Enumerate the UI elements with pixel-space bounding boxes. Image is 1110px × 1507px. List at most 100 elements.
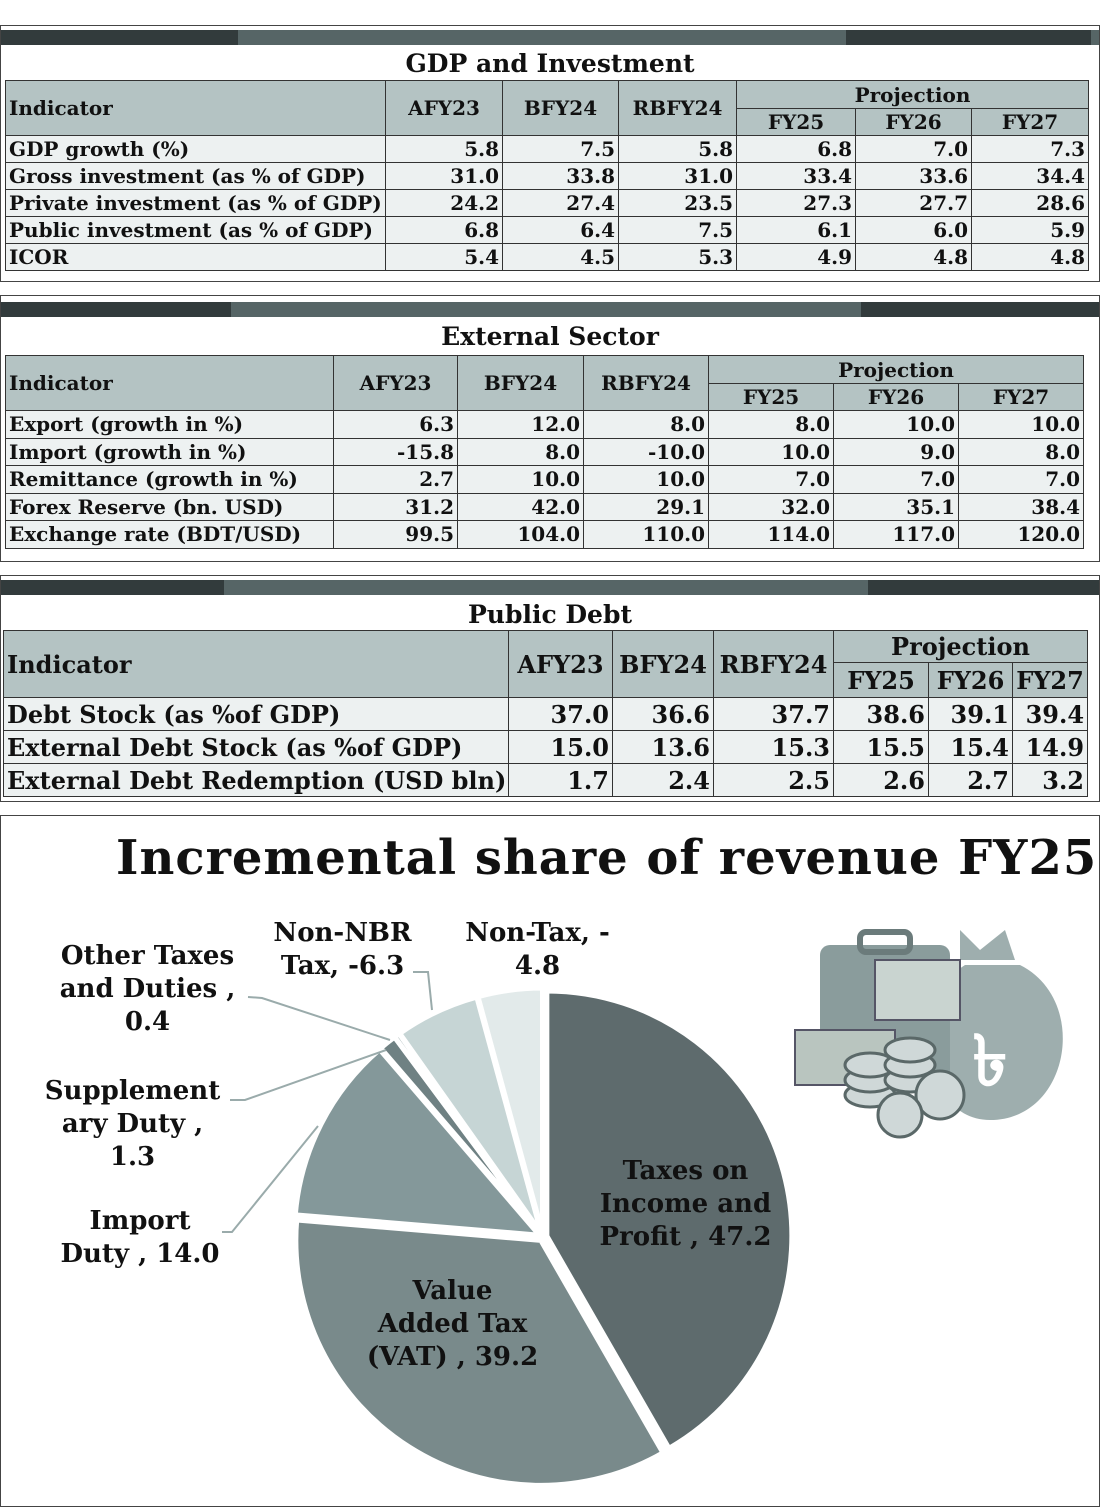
external-sector-table: Indicator AFY23 BFY24 RBFY24 Projection FY25 F… [5,355,1085,549]
cell-value: -15.8 [333,437,458,466]
slice-label-line: 4.8 [514,951,561,981]
header-fy25: FY25 [708,383,834,411]
row-label: GDP growth (%) [5,135,386,163]
slice-label: Non-NBR Tax, -6.3 [255,917,430,983]
slice-label-line: Non-NBR [273,918,412,948]
cell-value: 8.0 [583,410,709,439]
header-fy26: FY26 [928,662,1013,698]
slice-label: Import Duty , 14.0 [60,1205,220,1271]
cell-value: 15.4 [928,730,1013,764]
cell-value: 4.5 [502,243,619,271]
cell-value: 6.1 [736,216,856,244]
header-afy23: AFY23 [508,630,613,698]
cell-value: 42.0 [457,492,584,521]
header-fy25: FY25 [833,662,929,698]
cell-value: 10.0 [708,437,834,466]
header-indicator: Indicator [5,80,386,136]
slice-label-line: Profit , 47.2 [599,1222,772,1252]
cell-value: 1.7 [508,763,613,797]
slice-label: Supplement ary Duty , 1.3 [30,1075,235,1174]
header-fy27: FY27 [970,108,1090,136]
slice-label-line: Tax, -6.3 [280,951,405,981]
cell-value: 117.0 [833,520,959,549]
cell-value: 15.3 [713,730,834,764]
slice-label-line: 1.3 [109,1142,156,1172]
slice-label-line: Added Tax [377,1309,528,1339]
header-fy25: FY25 [736,108,856,136]
cell-value: -10.0 [583,437,709,466]
slice-label: Taxes on Income and Profit , 47.2 [598,1155,773,1254]
cell-value: 39.1 [928,697,1013,731]
row-label: Public investment (as % of GDP) [5,216,386,244]
cell-value: 32.0 [708,492,834,521]
slice-label-line: Other Taxes [60,941,235,971]
header-bar [1,30,1099,45]
row-label: Import (growth in %) [5,437,334,466]
row-label: External Debt Stock (as %of GDP) [3,730,509,764]
cell-value: 38.6 [833,697,929,731]
cell-value: 13.6 [612,730,714,764]
table-row: Export (growth in %) 6.3 12.0 8.0 8.0 10.0 10.… [5,410,1085,439]
header-bar [1,580,1099,595]
table-row: Gross investment (as % of GDP) 31.0 33.8 31… [5,162,1090,190]
cell-value: 28.6 [970,189,1090,217]
cell-value: 33.6 [855,162,972,190]
cell-value: 4.8 [970,243,1090,271]
cell-value: 2.7 [333,465,458,494]
chart-title: Incremental share of revenue FY25 [116,830,1098,886]
row-label: Private investment (as % of GDP) [5,189,386,217]
row-label: External Debt Redemption (USD bln) [3,763,509,797]
slice-label-line: Income and [599,1189,772,1219]
table-row: Exchange rate (BDT/USD) 99.5 104.0 110.0 114… [5,520,1085,549]
header-afy23: AFY23 [385,80,503,136]
cell-value: 33.8 [502,162,619,190]
cell-value: 33.4 [736,162,856,190]
slice-label-line: Non-Tax, - [465,918,610,948]
cell-value: 114.0 [708,520,834,549]
cell-value: 2.5 [713,763,834,797]
table-row: Forex Reserve (bn. USD) 31.2 42.0 29.1 32.0 3… [5,492,1085,521]
table-row: Remittance (growth in %) 2.7 10.0 10.0 7.0 7.… [5,465,1085,494]
public-debt-table: Indicator AFY23 BFY24 RBFY24 Projection FY25 F… [3,630,1089,797]
header-bfy24: BFY24 [502,80,619,136]
cell-value: 39.4 [1011,697,1089,731]
header-bar [1,302,1099,317]
row-label: Gross investment (as % of GDP) [5,162,386,190]
slice-label-line: 0.4 [124,1007,171,1037]
header-bfy24: BFY24 [612,630,714,698]
cell-value: 36.6 [612,697,714,731]
header-projection: Projection [735,80,1090,109]
cell-value: 2.6 [833,763,929,797]
cell-value: 27.3 [736,189,856,217]
cell-value: 29.1 [583,492,709,521]
cell-value: 24.2 [385,189,503,217]
header-indicator: Indicator [3,630,509,698]
table-title: GDP and Investment [405,49,695,78]
cell-value: 4.9 [736,243,856,271]
table-row: External Debt Redemption (USD bln) 1.7 2.4… [3,763,1089,797]
cell-value: 8.0 [708,410,834,439]
cell-value: 4.8 [855,243,972,271]
cell-value: 37.0 [508,697,613,731]
cell-value: 27.4 [502,189,619,217]
row-label: Exchange rate (BDT/USD) [5,520,334,549]
cell-value: 31.0 [385,162,503,190]
cell-value: 5.9 [970,216,1090,244]
table-title: Public Debt [468,600,632,629]
header-fy26: FY26 [855,108,972,136]
header-fy27: FY27 [957,383,1085,411]
header-fy27: FY27 [1011,662,1089,698]
slice-label-line: Duty , 14.0 [60,1239,220,1269]
cell-value: 7.0 [708,465,834,494]
cell-value: 15.0 [508,730,613,764]
table-row: GDP growth (%) 5.8 7.5 5.8 6.8 7.0 7.3 [5,135,1090,163]
cell-value: 7.5 [618,216,737,244]
slice-label: Value Added Tax (VAT) , 39.2 [360,1275,545,1374]
cell-value: 99.5 [333,520,458,549]
cell-value: 10.0 [833,410,959,439]
row-label: ICOR [5,243,386,271]
cell-value: 27.7 [855,189,972,217]
cell-value: 10.0 [957,410,1085,439]
table-row: ICOR 5.4 4.5 5.3 4.9 4.8 4.8 [5,243,1090,271]
slice-label-line: Value [412,1276,493,1306]
